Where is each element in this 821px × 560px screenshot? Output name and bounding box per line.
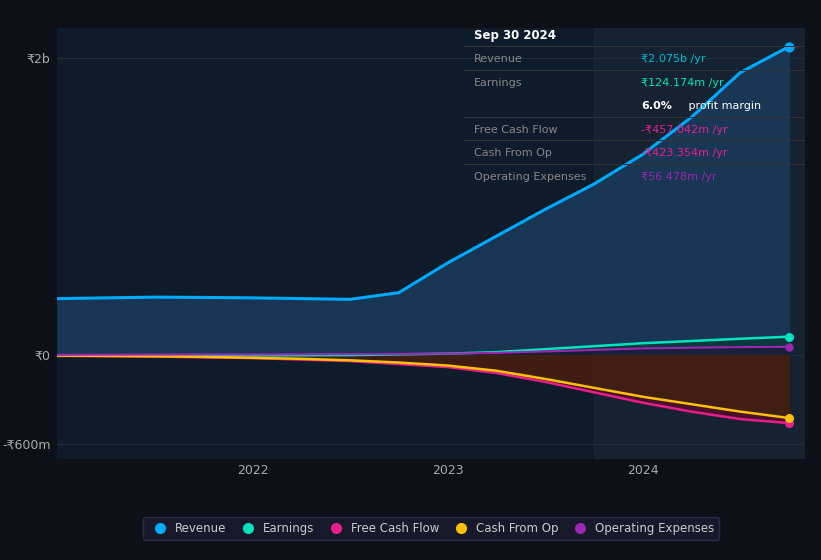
Text: profit margin: profit margin bbox=[686, 101, 761, 111]
Text: -₹457.042m /yr: -₹457.042m /yr bbox=[641, 125, 727, 135]
Text: 6.0%: 6.0% bbox=[641, 101, 672, 111]
Bar bbox=[594, 28, 805, 459]
Text: -₹423.354m /yr: -₹423.354m /yr bbox=[641, 148, 727, 158]
Text: ₹124.174m /yr: ₹124.174m /yr bbox=[641, 78, 723, 87]
Point bbox=[782, 332, 796, 341]
Point bbox=[782, 342, 796, 351]
Point bbox=[782, 42, 796, 51]
Text: Cash From Op: Cash From Op bbox=[474, 148, 552, 158]
Text: ₹56.478m /yr: ₹56.478m /yr bbox=[641, 172, 717, 182]
Point bbox=[782, 413, 796, 422]
Text: Revenue: Revenue bbox=[474, 54, 523, 64]
Text: Free Cash Flow: Free Cash Flow bbox=[474, 125, 557, 135]
Text: Sep 30 2024: Sep 30 2024 bbox=[474, 29, 556, 42]
Legend: Revenue, Earnings, Free Cash Flow, Cash From Op, Operating Expenses: Revenue, Earnings, Free Cash Flow, Cash … bbox=[143, 517, 719, 539]
Text: Operating Expenses: Operating Expenses bbox=[474, 172, 586, 182]
Point bbox=[782, 418, 796, 427]
Text: ₹2.075b /yr: ₹2.075b /yr bbox=[641, 54, 705, 64]
Text: Earnings: Earnings bbox=[474, 78, 523, 87]
